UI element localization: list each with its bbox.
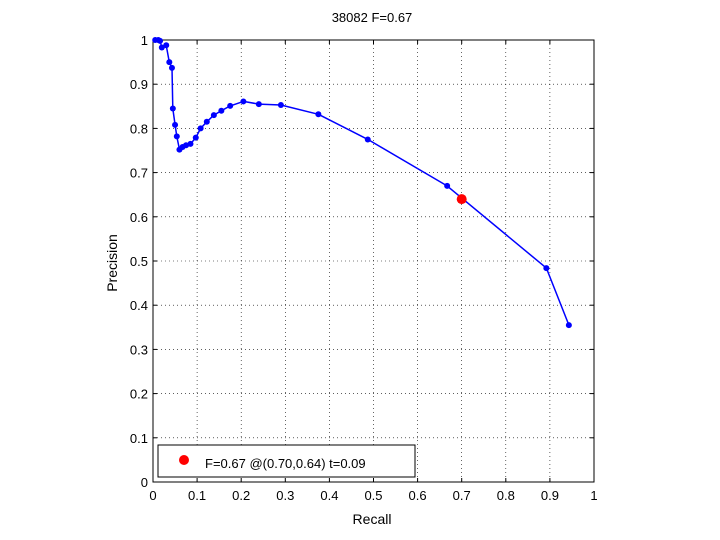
best-f-point <box>456 194 467 205</box>
y-tick-label: 0.7 <box>130 166 148 181</box>
x-tick-label: 0.6 <box>409 488 427 503</box>
data-point <box>315 111 322 118</box>
series-line <box>155 39 570 326</box>
y-axis-label: Precision <box>104 234 120 292</box>
data-point <box>543 265 550 272</box>
data-point <box>192 134 199 141</box>
y-tick-label: 0.4 <box>130 298 148 313</box>
x-tick-label: 1 <box>590 488 597 503</box>
data-point <box>168 64 175 71</box>
legend: F=0.67 @(0.70,0.64) t=0.09 <box>157 444 416 478</box>
data-point <box>166 59 173 66</box>
x-tick-label: 0.4 <box>320 488 338 503</box>
data-point <box>172 121 179 128</box>
y-tick-label: 0.6 <box>130 210 148 225</box>
y-tick-label: 1 <box>141 33 148 48</box>
data-point <box>197 125 204 132</box>
y-tick-label: 0.8 <box>130 121 148 136</box>
data-point <box>157 37 164 44</box>
chart-title: 38082 F=0.67 <box>332 10 413 25</box>
data-point <box>210 112 217 119</box>
grid-lines <box>153 40 594 482</box>
x-tick-label: 0 <box>149 488 156 503</box>
y-tick-label: 0.5 <box>130 254 148 269</box>
data-point <box>364 136 371 143</box>
legend-box <box>157 444 416 478</box>
legend-label: F=0.67 @(0.70,0.64) t=0.09 <box>205 456 366 471</box>
data-point <box>173 133 180 140</box>
data-point <box>163 42 170 49</box>
data-point <box>240 98 247 105</box>
data-point <box>277 101 284 108</box>
x-tick-label: 0.5 <box>364 488 382 503</box>
x-tick-labels: 0 0.1 0.2 0.3 0.4 0.5 0.6 0.7 0.8 0.9 1 <box>149 488 597 503</box>
data-point <box>187 140 194 147</box>
y-tick-label: 0.9 <box>130 77 148 92</box>
y-tick-label: 0.2 <box>130 387 148 402</box>
x-tick-label: 0.3 <box>276 488 294 503</box>
axis-ticks <box>152 39 595 483</box>
data-point <box>203 118 210 125</box>
y-tick-label: 0 <box>141 475 148 490</box>
y-tick-label: 0.3 <box>130 342 148 357</box>
x-tick-label: 0.8 <box>497 488 515 503</box>
data-point <box>444 182 451 189</box>
x-tick-label: 0.2 <box>232 488 250 503</box>
y-tick-labels: 0 0.1 0.2 0.3 0.4 0.5 0.6 0.7 0.8 0.9 1 <box>130 33 148 490</box>
data-point <box>218 107 225 114</box>
data-point <box>169 105 176 112</box>
x-axis-label: Recall <box>353 511 392 527</box>
legend-marker <box>179 455 189 465</box>
x-tick-label: 0.7 <box>453 488 471 503</box>
x-tick-label: 0.9 <box>541 488 559 503</box>
x-tick-label: 0.1 <box>188 488 206 503</box>
series-group <box>152 37 572 329</box>
y-tick-label: 0.1 <box>130 431 148 446</box>
data-point <box>565 322 572 329</box>
data-point <box>227 102 234 109</box>
data-point <box>255 101 262 108</box>
